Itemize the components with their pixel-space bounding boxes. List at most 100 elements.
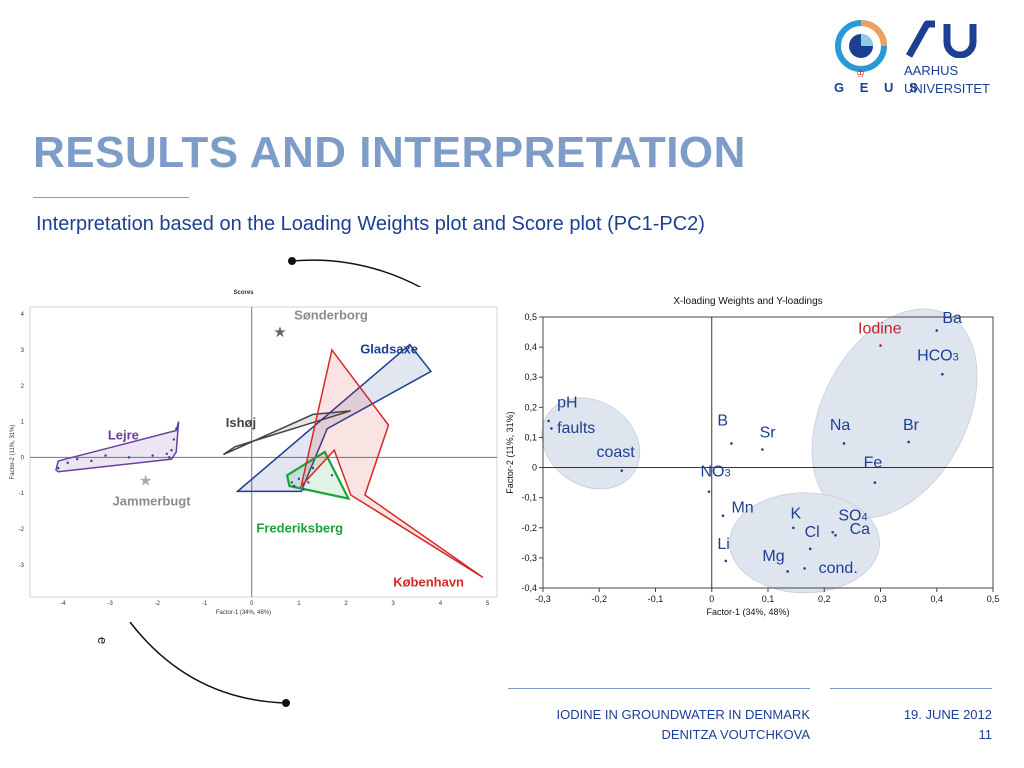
loading-label-Mn: Mn [731,500,753,517]
page-subtitle: Interpretation based on the Loading Weig… [36,213,705,235]
scores-ytick-label: 0 [21,455,25,461]
score-point [75,457,79,461]
geus-logo: ♔ [834,20,890,80]
score-point [311,466,315,470]
au-logo-icon [905,20,977,59]
loadings-ytick-label: 0,3 [524,372,537,382]
loading-point [935,329,939,332]
loadings-ytick-label: 0 [532,463,537,473]
footer-rule-left [508,688,810,689]
scores-ytick-label: 2 [21,384,25,390]
scores-xtick-label: 1 [297,601,301,607]
score-point [127,456,131,459]
scores-ytick-label: 1 [21,420,25,426]
loading-point [842,442,846,445]
footer-author: DENITZA VOUTCHKOVA [661,727,810,742]
loading-label-subscript: 3 [725,468,731,480]
loading-label-coast: coast [596,444,635,461]
score-point [172,438,176,441]
loading-point [803,567,806,570]
scores-xtick-label: 2 [344,601,348,607]
group-hull-København [299,348,484,578]
scores-ytick-label: 4 [21,312,25,318]
score-point [175,427,178,430]
loadings-ytick-label: 0,4 [524,342,537,352]
loading-point [941,372,944,376]
score-point [290,481,294,484]
loading-label-Sr: Sr [760,424,777,441]
loadings-xtick-label: 0,5 [987,594,1000,604]
loading-label-Iodine: Iodine [858,321,902,338]
loadings-xtick-label: 0,1 [762,594,775,604]
loading-point [761,448,764,451]
scores-xtick-label: -3 [108,601,114,607]
loadings-xtick-label: 0,4 [930,594,943,604]
scores-frame [29,306,498,598]
loading-label-Na: Na [830,417,851,434]
score-point [167,456,171,459]
au-logo [905,20,985,59]
score-point [170,449,173,452]
loading-point [792,526,795,530]
score-point [66,461,69,464]
loading-label-Ba: Ba [942,310,962,327]
loading-label-HCO: HCO3 [917,348,959,365]
loading-label-Fe: Fe [864,455,883,472]
loading-label-B: B [717,412,728,429]
loadings-xtick-label: 0,3 [874,594,887,604]
loading-point [873,481,877,484]
scores-ylabel: Factor-2 (11%, 31%) [10,425,16,480]
loadings-title: X-loading Weights and Y-loadings [673,296,822,307]
loading-label-NO: NO3 [701,464,731,481]
loading-label-K: K [791,506,802,523]
scores-xtick-label: -2 [155,601,161,607]
scores-xtick-label: 3 [392,601,396,607]
scores-xtick-label: -4 [60,601,66,607]
au-wordmark: AARHUS UNIVERSITET [904,62,990,98]
loading-label-pH: pH [557,394,577,411]
footer-rule-right [830,688,992,689]
loading-point [831,530,834,534]
loadings-xtick-label: 0 [709,594,714,604]
group-hull-Frederiksberg [285,450,351,501]
star-marker: ★ [273,324,286,341]
loadings-xtick-label: 0,2 [818,594,831,604]
loading-label-faults: faults [557,420,595,437]
group-label-Frederiksberg: Frederiksberg [256,521,343,536]
loading-point [834,534,837,537]
au-wordmark-line1: AARHUS [904,63,959,78]
loadings-ytick-label: -0,1 [521,493,537,503]
loading-label-cond: cond. [819,560,858,577]
star-marker: ★ [139,473,152,490]
loadings-ytick-label: -0,3 [521,553,537,563]
scores-ytick-label: -2 [19,527,25,533]
score-point [104,454,107,457]
page-title: RESULTS AND INTERPRETATION [33,128,746,177]
connector-arc-bottom [129,621,287,704]
loadings-xtick-label: -0,2 [591,594,607,604]
loadings-ytick-label: -0,2 [521,523,537,533]
loadings-ytick-label: 0,2 [524,402,537,412]
geus-wordmark: G E U S [834,80,924,95]
loading-label-subscript: 4 [861,511,867,523]
scores-xtick-label: -1 [202,601,208,607]
loading-point [550,427,553,430]
loadings-ytick-label: -0,4 [521,583,537,593]
au-wordmark-line2: UNIVERSITET [904,81,990,96]
loadings-ytick-label: 0,5 [524,312,537,322]
loadings-xlabel: Factor-1 (34%, 48%) [706,607,789,617]
footer-date: 19. JUNE 2012 [903,707,992,722]
scores-xtick-label: 4 [439,601,443,607]
score-point [151,454,154,457]
scores-title: Scores [233,290,254,296]
score-point [307,481,310,484]
cluster-ellipse-ph [541,397,641,490]
score-point [330,474,334,477]
connector-dot-bottom [282,699,290,707]
scores-plot: Scores Factor-1 (34%, 48%) Factor-2 (11%, … [0,287,505,622]
loading-point [707,490,711,493]
loading-point [620,469,624,472]
loading-point [721,514,725,518]
score-point [297,477,301,481]
group-label-København: København [393,574,464,589]
